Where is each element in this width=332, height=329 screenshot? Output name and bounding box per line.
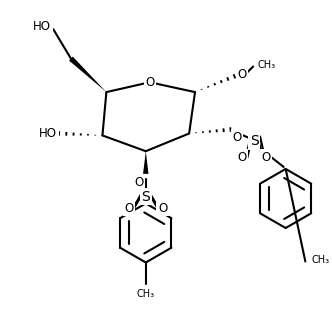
Text: O: O [158,202,167,215]
Text: O: O [238,151,247,164]
Text: CH₃: CH₃ [137,289,155,299]
Text: O: O [232,131,242,143]
Text: O: O [145,76,154,89]
Text: O: O [124,202,134,215]
Text: HO: HO [33,20,51,33]
Text: O: O [134,176,144,189]
Text: O: O [261,151,271,164]
Text: O: O [237,68,247,81]
Text: S: S [250,134,259,148]
Text: CH₃: CH₃ [257,60,275,69]
Polygon shape [143,151,148,174]
Polygon shape [69,57,106,92]
Text: S: S [141,190,150,204]
Text: CH₃: CH₃ [311,255,329,265]
Text: HO: HO [39,127,57,140]
